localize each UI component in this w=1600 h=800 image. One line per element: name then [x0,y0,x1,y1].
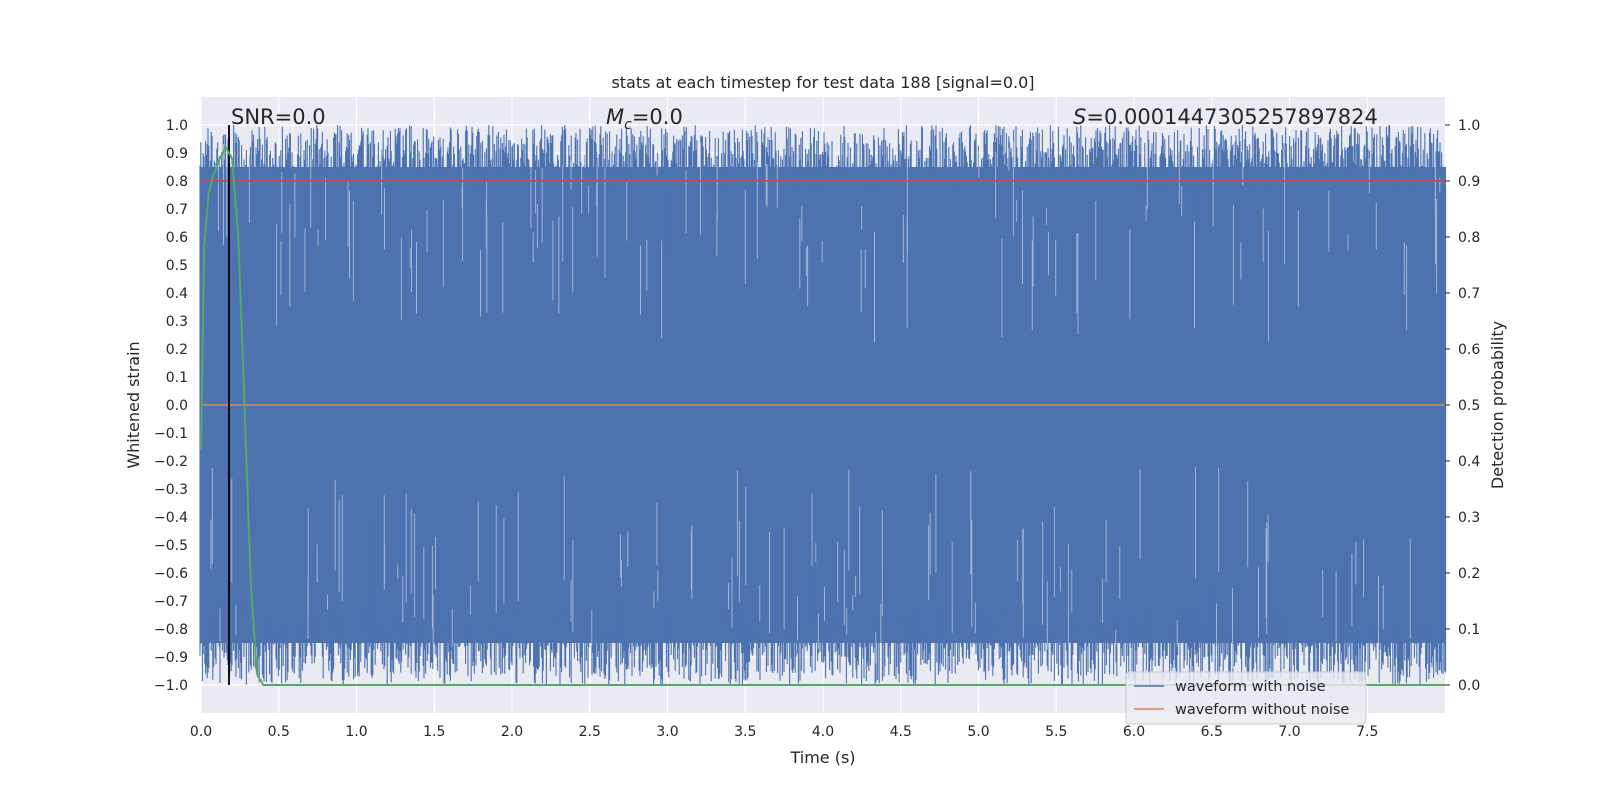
snr-annotation: SNR=0.0 [231,105,326,129]
s-annotation: S=0.0001447305257897824 [1073,105,1378,129]
y2-tick-label: 0.8 [1458,230,1480,246]
legend: waveform with noise waveform without noi… [1125,671,1367,725]
x-axis-label: Time (s) [789,748,855,767]
y2-tick-label: 0.3 [1458,510,1480,526]
y-tick-label: 0.8 [166,174,188,190]
chirp-mass-symbol: M [606,105,624,129]
chirp-mass-value: =0.0 [632,105,683,129]
y-tick-label: −0.9 [154,650,188,666]
x-tick-label: 0.5 [268,724,290,740]
overlay-layer [200,125,1445,686]
y2-tick-label: 0.9 [1458,174,1480,190]
y-tick-label: 0.6 [166,230,188,246]
chart-title: stats at each timestep for test data 188… [611,73,1034,92]
y-tick-label: 0.0 [166,398,188,414]
y-tick-label: −0.8 [154,622,188,638]
x-tick-label: 7.5 [1356,724,1378,740]
detection-probability-line [200,145,1445,686]
y-tick-label: 0.9 [166,146,188,162]
x-tick-label: 3.0 [656,724,678,740]
y2-tick-label: 0.4 [1458,454,1480,470]
chirp-mass-subscript: c [624,117,632,133]
y-tick-label: 0.3 [166,314,188,330]
chirp-mass-annotation: Mc=0.0 [606,105,683,133]
y2-tick-label: 0.7 [1458,286,1480,302]
y-tick-label: −0.3 [154,482,188,498]
y-tick-label: 1.0 [166,118,188,134]
y-tick-label: −0.4 [154,510,188,526]
x-tick-label: 1.5 [423,724,445,740]
y2-tick-label: 0.1 [1458,622,1480,638]
x-tick-label: 5.5 [1045,724,1067,740]
x-tick-label: 4.0 [812,724,834,740]
y2-tick-label: 0.6 [1458,342,1480,358]
y-tick-label: 0.7 [166,202,188,218]
x-tick-label: 6.0 [1123,724,1145,740]
y2-tick-label: 1.0 [1458,118,1480,134]
s-value: =0.0001447305257897824 [1086,105,1378,129]
y-tick-label: −0.1 [154,426,188,442]
y-tick-label: 0.1 [166,370,188,386]
x-tick-label: 1.0 [345,724,367,740]
legend-box [1125,671,1367,725]
legend-label-without-noise: waveform without noise [1175,702,1349,718]
y-tick-label: 0.2 [166,342,188,358]
x-tick-label: 2.5 [579,724,601,740]
y-axis-label: Whitened strain [124,341,143,468]
y-tick-label: −0.5 [154,538,188,554]
legend-label-with-noise: waveform with noise [1175,679,1326,695]
x-tick-label: 2.0 [501,724,523,740]
y-tick-label: −0.6 [154,566,188,582]
y2-tick-label: 0.0 [1458,678,1480,694]
y-tick-labels: 1.0 0.9 0.8 0.7 0.6 0.5 0.4 0.3 0.2 0.1 0.0 −0.1 −0.… [154,118,188,694]
y-tick-label: 0.4 [166,286,188,302]
y-tick-label: −0.2 [154,454,188,470]
x-tick-label: 5.0 [967,724,989,740]
x-tick-label: 0.0 [190,724,212,740]
x-tick-labels: 0.0 0.5 1.0 1.5 2.0 2.5 3.0 3.5 4.0 4.5 5.0 5.5 6.0 6… [190,724,1379,740]
waveform-with-noise-trace [199,125,1447,685]
x-tick-label: 7.0 [1278,724,1300,740]
y2-tick-label: 0.5 [1458,398,1480,414]
y2-axis-label: Detection probability [1488,321,1507,489]
x-tick-label: 3.5 [734,724,756,740]
waveform-noise-gaps [210,139,1441,670]
x-tick-label: 6.5 [1201,724,1223,740]
y-tick-label: −1.0 [154,678,188,694]
x-tick-label: 4.5 [890,724,912,740]
y2-tick-labels: 1.0 0.9 0.8 0.7 0.6 0.5 0.4 0.3 0.2 0.1 0.0 [1445,118,1480,694]
y-tick-label: −0.7 [154,594,188,610]
s-symbol: S [1073,105,1086,129]
y-tick-label: 0.5 [166,258,188,274]
y2-tick-label: 0.2 [1458,566,1480,582]
